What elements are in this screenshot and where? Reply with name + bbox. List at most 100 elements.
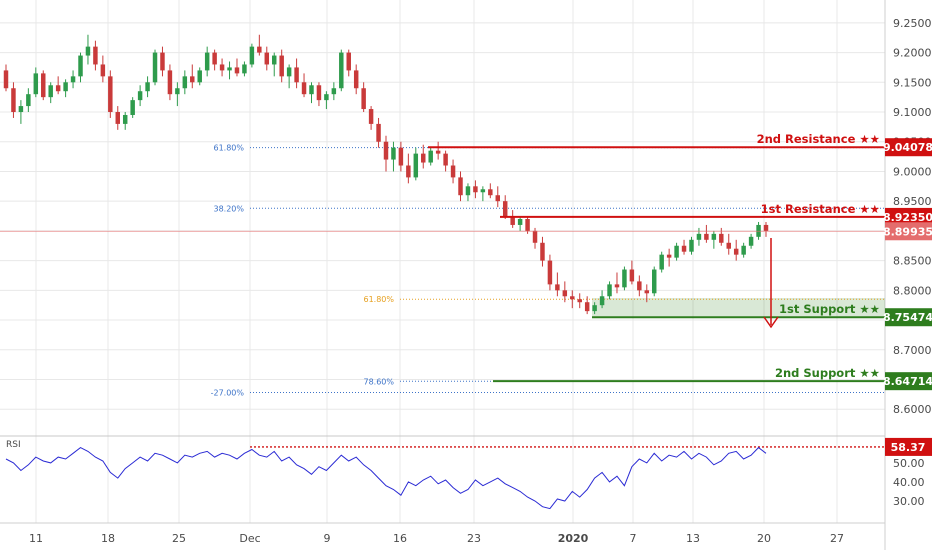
price-tick-label: 8.80000 xyxy=(893,284,932,297)
candle-body xyxy=(272,55,277,65)
candle-body xyxy=(167,70,173,95)
level-label: 1st Support ★★ xyxy=(779,302,880,316)
candle-body xyxy=(115,112,120,124)
fib-label: -27.00% xyxy=(211,389,245,398)
candle-body xyxy=(204,52,210,71)
fib-label: 61.80% xyxy=(363,295,394,304)
candle-body xyxy=(413,153,419,178)
candle-body xyxy=(339,52,344,89)
candle-body xyxy=(614,284,620,288)
candle-body xyxy=(70,76,76,83)
candle-body xyxy=(666,254,672,258)
rsi-tick-label: 30.00 xyxy=(893,495,925,508)
candle-body xyxy=(391,147,396,160)
candle-body xyxy=(55,85,61,92)
candle-body xyxy=(502,201,508,217)
fib-label: 38.20% xyxy=(213,204,244,213)
candle-body xyxy=(78,55,83,77)
rsi-line xyxy=(5,446,767,510)
time-tick-label: 16 xyxy=(393,532,407,545)
candle-body xyxy=(85,46,91,56)
candle-body xyxy=(592,305,597,312)
price-tag-text: 8.75474 xyxy=(883,311,932,324)
rsi-tag-text: 58.37 xyxy=(891,441,926,454)
candle-body xyxy=(294,67,299,83)
candle-body xyxy=(18,106,24,113)
candle-body xyxy=(361,88,366,110)
candle-body xyxy=(652,269,657,294)
time-tick-label: Dec xyxy=(239,532,260,545)
candle-body xyxy=(584,302,590,312)
candle-body xyxy=(681,245,687,252)
candle-body xyxy=(212,52,217,65)
candle-body xyxy=(346,52,351,71)
candle-body xyxy=(137,91,143,101)
candle-body xyxy=(398,147,404,166)
candle-body xyxy=(674,245,679,258)
candle-body xyxy=(301,82,307,95)
candle-body xyxy=(458,177,463,196)
candle-body xyxy=(525,219,530,231)
candle-body xyxy=(160,52,165,71)
candle-body xyxy=(704,233,709,240)
price-tag-text: 8.92350 xyxy=(883,211,932,224)
candle-body xyxy=(286,67,292,77)
candle-body xyxy=(659,254,664,270)
level-label: 2nd Resistance ★★ xyxy=(757,132,880,146)
candle-body xyxy=(257,46,262,53)
candle-body xyxy=(190,76,195,83)
candle-body xyxy=(599,296,605,306)
candle-body xyxy=(756,224,761,237)
candle-body xyxy=(577,299,582,303)
candle-body xyxy=(197,70,202,83)
price-tag xyxy=(885,138,932,157)
time-tick-label: 7 xyxy=(630,532,637,545)
fib-label: 61.80% xyxy=(213,144,244,153)
price-tag-text: 8.89935 xyxy=(883,225,932,238)
price-tag-text: 8.64714 xyxy=(883,375,932,388)
time-axis: 11 18 25 Dec 9 16 23 2020 7 13 20 27 xyxy=(29,532,844,545)
candle-body xyxy=(689,239,694,252)
candle-body xyxy=(711,233,717,240)
support-zone xyxy=(592,298,885,318)
candle-body xyxy=(748,236,754,246)
time-tick-label: 25 xyxy=(172,532,186,545)
level-label: 2nd Support ★★ xyxy=(775,366,880,380)
candle-body xyxy=(607,284,612,297)
candle-body xyxy=(108,76,113,113)
price-tick-label: 8.95000 xyxy=(893,195,932,208)
candle-body xyxy=(182,76,188,89)
candle-body xyxy=(763,224,769,231)
candle-body xyxy=(406,165,411,178)
candle-body xyxy=(368,109,374,124)
price-tick-label: 9.15000 xyxy=(893,76,932,89)
candle-body xyxy=(510,216,515,225)
time-tick-label: 13 xyxy=(686,532,700,545)
candle-body xyxy=(428,150,433,163)
candle-body xyxy=(719,233,724,243)
candle-body xyxy=(279,55,284,77)
time-tick-label: 27 xyxy=(830,532,844,545)
rsi-tick-label: 40.00 xyxy=(893,476,925,489)
candle-body xyxy=(11,88,16,113)
price-tick-label: 9.20000 xyxy=(893,47,932,60)
time-tick-label: 18 xyxy=(101,532,115,545)
candle-body xyxy=(562,290,568,297)
candle-body xyxy=(637,281,642,291)
candle-body xyxy=(733,248,739,255)
candle-body xyxy=(555,284,560,291)
time-tick-label: 23 xyxy=(467,532,481,545)
candle-body xyxy=(488,189,493,196)
price-tag xyxy=(885,222,932,241)
candle-body xyxy=(644,290,650,294)
price-tick-label: 8.70000 xyxy=(893,344,932,357)
time-tick-label: 2020 xyxy=(558,532,589,545)
candle-body xyxy=(122,114,128,124)
candle-body xyxy=(33,73,39,95)
price-tag xyxy=(885,207,932,226)
fibonacci-levels: 61.80% 38.20% 61.80% 78.60% -27.00% xyxy=(211,144,885,398)
candle-body xyxy=(41,73,46,98)
candle-body xyxy=(242,64,247,74)
